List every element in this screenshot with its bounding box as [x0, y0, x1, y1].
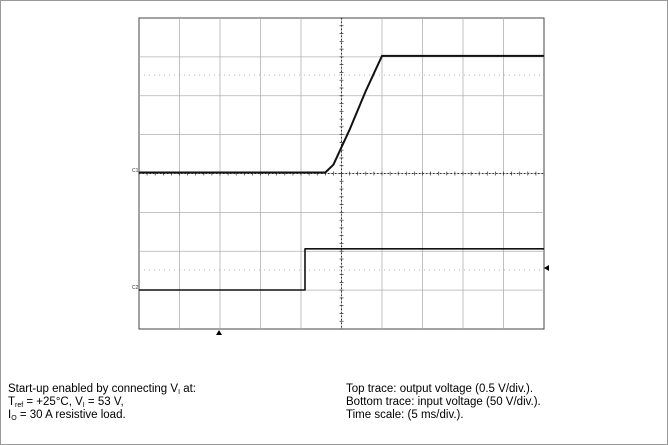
channel-2-label: C2 — [132, 285, 139, 291]
trace-input-voltage — [139, 248, 544, 291]
trace-output-voltage — [139, 54, 544, 174]
caption-left-line-2: Tref = +25°C, VI = 53 V, — [8, 396, 124, 409]
channel-1-label: C1 — [132, 168, 139, 174]
caption-left: Start-up enabled by connecting VI at: Tr… — [8, 383, 196, 422]
caption-right-line-1: Top trace: output voltage (0.5 V/div.). — [346, 383, 534, 395]
caption-left-line-1: Start-up enabled by connecting VI at: — [8, 383, 196, 396]
level-marker — [544, 265, 549, 271]
traces — [139, 54, 544, 291]
caption-right-line-3: Time scale: (5 ms/div.). — [346, 409, 464, 421]
caption-left-line-3: IO = 30 A resistive load. — [8, 409, 126, 422]
trigger-marker — [216, 330, 222, 335]
caption-right: Top trace: output voltage (0.5 V/div.). … — [346, 383, 541, 422]
caption-right-line-2: Bottom trace: input voltage (50 V/div.). — [346, 396, 541, 408]
